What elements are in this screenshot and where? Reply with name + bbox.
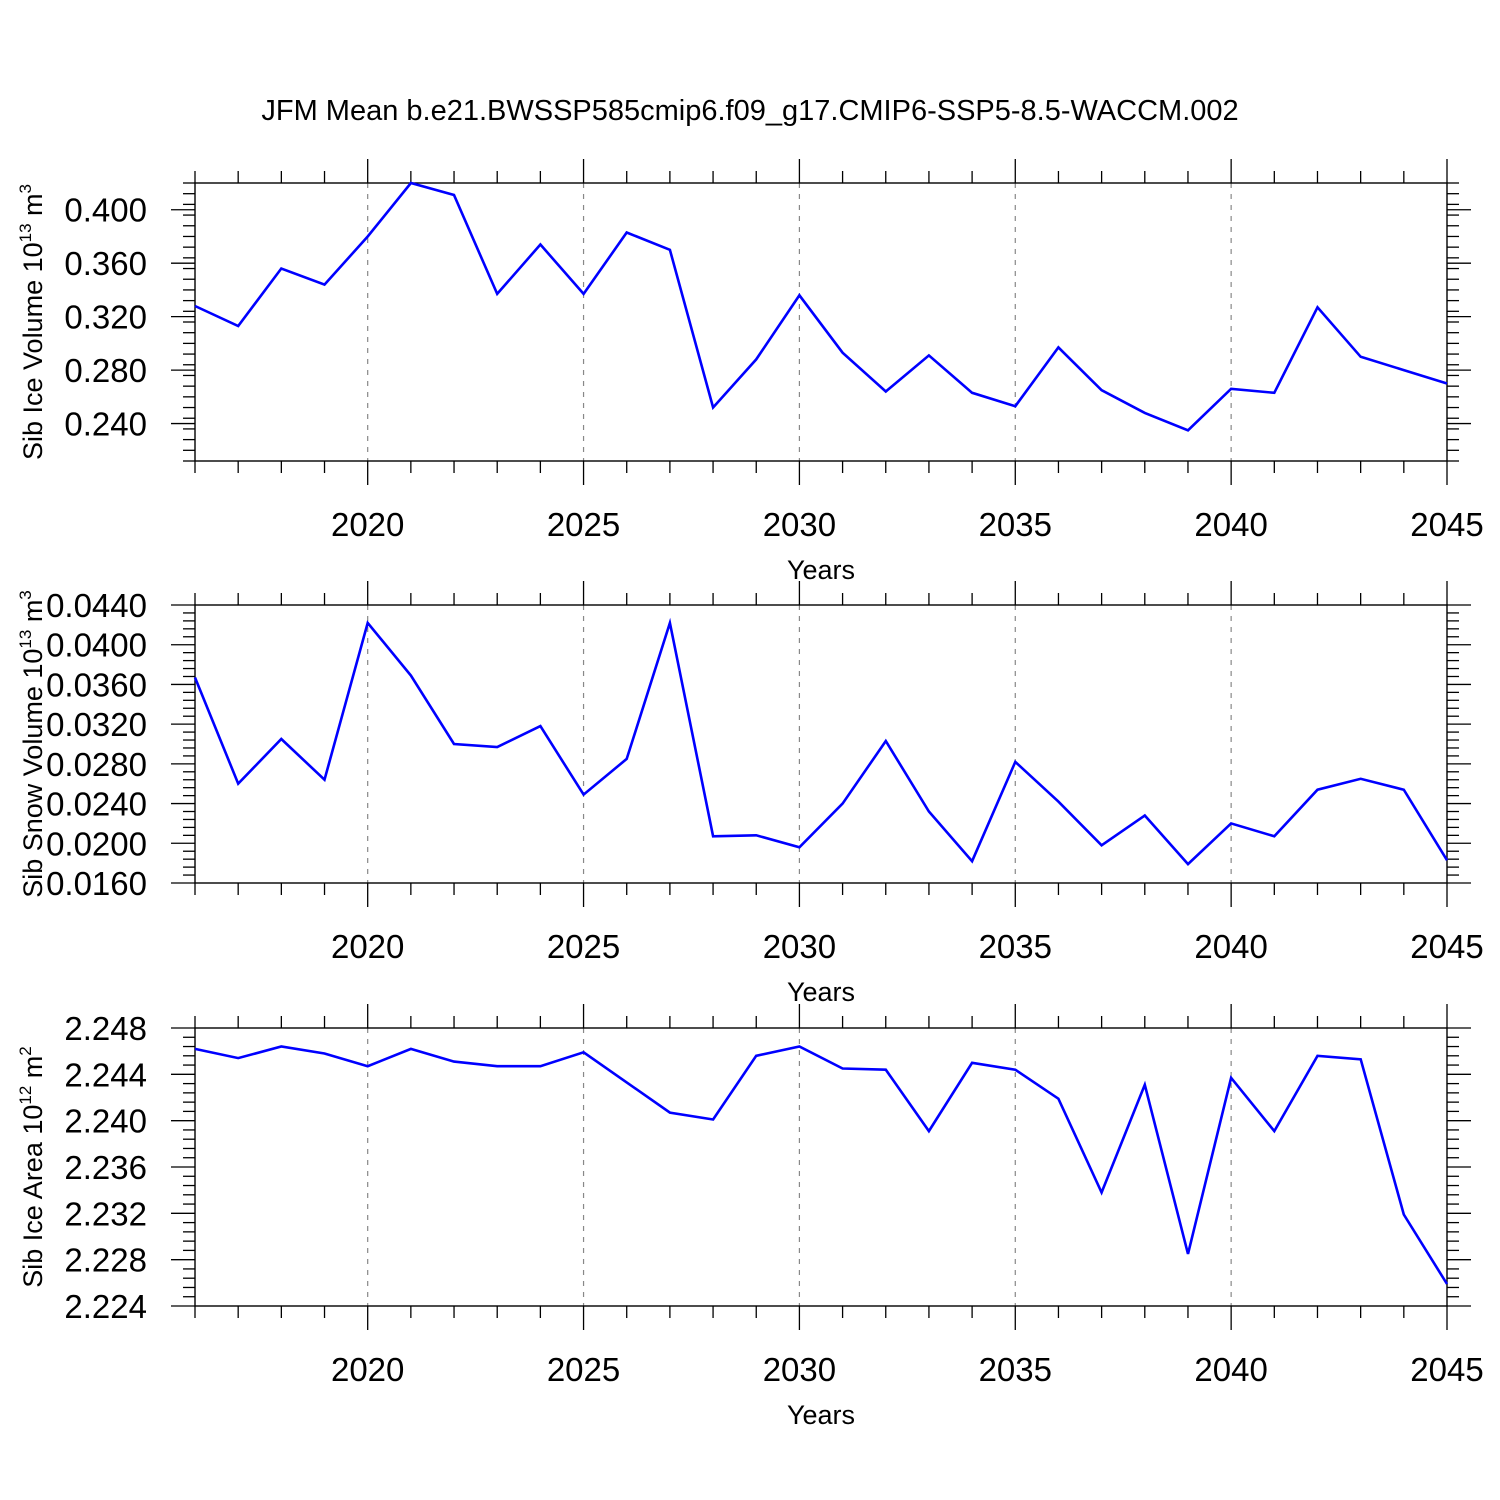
panel-3-x-tick-label: 2040 <box>1194 1351 1267 1388</box>
panel-2-y-axis-title-ylabel-unit: m <box>18 600 48 630</box>
panel-1-y-tick-label: 0.240 <box>64 406 147 443</box>
panel-2-y-tick-label: 0.0440 <box>46 587 147 624</box>
panel-2-y-tick-label: 0.0400 <box>46 627 147 664</box>
panel-3-x-tick-label: 2045 <box>1410 1351 1483 1388</box>
panel-2-x-tick-label: 2025 <box>547 928 620 965</box>
panel-3-x-axis-title: Years <box>787 1400 855 1430</box>
panel-2-y-axis-title-ylabel-unit-exp: 3 <box>16 590 35 599</box>
chart-panel-1: 0.240 0.280 0.320 0.360 0.400 2020 2025 2030 203… <box>16 159 1484 585</box>
panel-1-y-axis-title: Sib Ice Volume 1013 m3 <box>16 184 48 460</box>
panel-3-y-tick-label: 2.224 <box>64 1288 147 1325</box>
panel-3-x-tick-label: 2030 <box>763 1351 836 1388</box>
panel-3-y-tick-label: 2.236 <box>64 1149 147 1186</box>
panel-3-series-line <box>194 1045 1449 1285</box>
panel-2-x-tick-label: 2030 <box>763 928 836 965</box>
panel-1-y-axis-title-ylabel-unit: m <box>18 193 48 223</box>
panel-1-y-tick-label: 0.360 <box>64 245 147 282</box>
panel-2-x-tick-label: 2040 <box>1194 928 1267 965</box>
chart-title: JFM Mean b.e21.BWSSP585cmip6.f09_g17.CMI… <box>261 95 1238 127</box>
panel-2-x-tick-label: 2045 <box>1410 928 1483 965</box>
panel-3-y-tick-label: 2.232 <box>64 1195 147 1232</box>
panel-1-y-tick-label: 0.400 <box>64 192 147 229</box>
panel-2-x-tick-label: 2020 <box>331 928 404 965</box>
panel-1-x-tick-label: 2030 <box>763 506 836 543</box>
panel-2-y-axis-title-ylabel: Sib Snow Volume 10 <box>18 649 48 898</box>
panel-1-x-tick-label: 2025 <box>547 506 620 543</box>
panel-1-y-tick-label: 0.320 <box>64 299 147 336</box>
panel-3-x-tick-label: 2025 <box>547 1351 620 1388</box>
panel-1-series-line <box>194 181 1448 432</box>
panel-1-x-axis-title: Years <box>787 555 855 585</box>
panel-1-y-tick-label: 0.280 <box>64 352 147 389</box>
panel-2-y-axis-title-ylabel-exp: 13 <box>16 630 35 649</box>
panel-3-y-axis-title-ylabel-unit: m <box>18 1056 48 1086</box>
panel-2-y-tick-label: 0.0280 <box>46 746 147 783</box>
panel-1-x-tick-label: 2035 <box>979 506 1052 543</box>
chart-panel-3: 2.224 2.228 2.232 2.236 2.240 2.244 2.248 2020 2… <box>16 1004 1484 1430</box>
panel-1-x-tick-label: 2045 <box>1410 506 1483 543</box>
panel-2-y-tick-label: 0.0200 <box>46 825 147 862</box>
panel-3-y-tick-label: 2.244 <box>64 1056 147 1093</box>
panel-2-y-tick-label: 0.0320 <box>46 706 147 743</box>
panel-2-y-tick-label: 0.0160 <box>46 865 147 902</box>
chart-panel-2: 0.01600.02000.02400.02800.03200.03600.04… <box>16 581 1484 1007</box>
panel-2-x-axis-title: Years <box>787 977 855 1007</box>
panel-1-x-tick-label: 2040 <box>1194 506 1267 543</box>
panel-3-y-axis-title: Sib Ice Area 1012 m2 <box>16 1046 48 1288</box>
panel-3-y-tick-label: 2.228 <box>64 1242 147 1279</box>
panel-1-y-axis-title-ylabel: Sib Ice Volume 10 <box>18 242 48 460</box>
panel-1-y-axis-title-ylabel-unit-exp: 3 <box>16 184 35 193</box>
panel-3-y-tick-label: 2.248 <box>64 1010 147 1047</box>
panel-3-y-axis-title-ylabel: Sib Ice Area 10 <box>18 1105 48 1288</box>
panel-3-x-tick-label: 2035 <box>979 1351 1052 1388</box>
panel-3-x-tick-label: 2020 <box>331 1351 404 1388</box>
panel-2-y-axis-title: Sib Snow Volume 1013 m3 <box>16 590 48 898</box>
panel-2-y-tick-label: 0.0360 <box>46 666 147 703</box>
panel-3-plot-frame <box>194 1027 1448 1307</box>
panel-2-y-tick-label: 0.0240 <box>46 786 147 823</box>
panel-1-x-tick-label: 2020 <box>331 506 404 543</box>
panel-2-x-tick-label: 2035 <box>979 928 1052 965</box>
panel-3-y-tick-label: 2.240 <box>64 1103 147 1140</box>
panel-3-y-axis-title-ylabel-unit-exp: 2 <box>16 1046 35 1055</box>
panel-1-y-axis-title-ylabel-exp: 13 <box>16 223 35 242</box>
panel-2-series-line <box>193 617 1449 866</box>
panel-3-y-axis-title-ylabel-exp: 12 <box>16 1086 35 1105</box>
panel-2-plot-frame <box>194 604 1448 884</box>
